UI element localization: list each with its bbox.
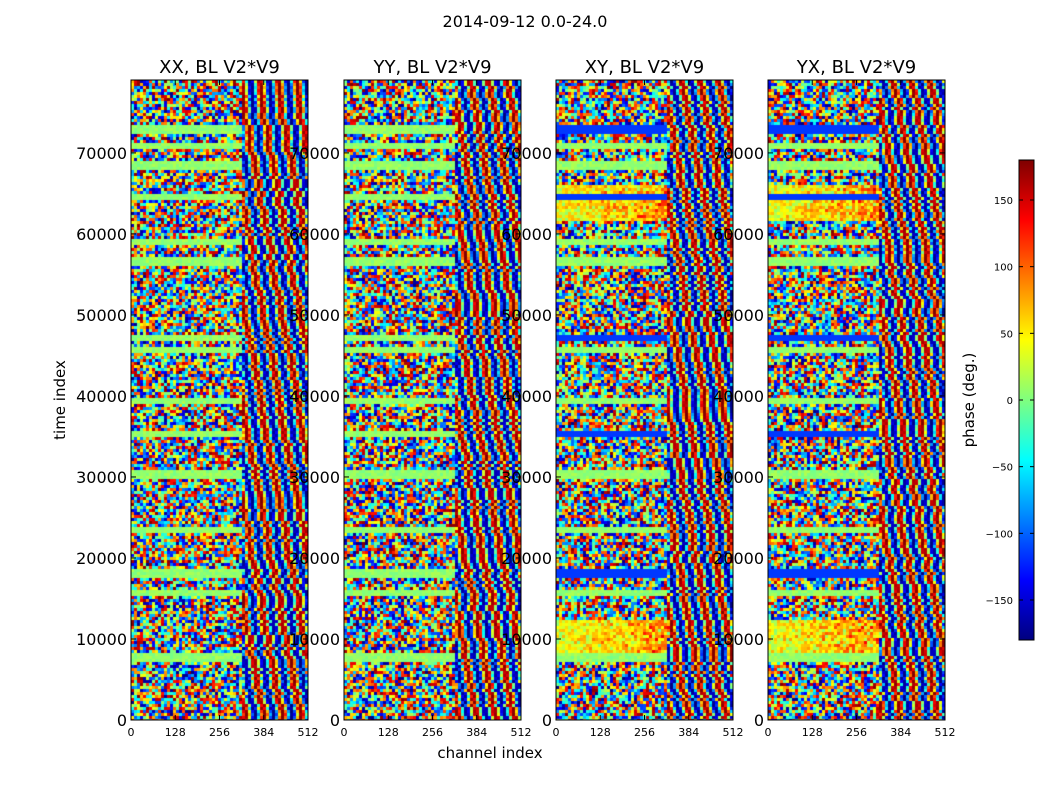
- y-tick-label: 0: [117, 711, 127, 730]
- x-tick-label: 256: [209, 726, 230, 739]
- y-tick-label: 10000: [501, 630, 552, 649]
- panel-title: YX, BL V2*V9: [796, 57, 916, 78]
- panel-yy: YY, BL V2*V9 0 128 256 384 512 0 10000 20000 3000…: [289, 57, 531, 739]
- x-tick-label: 384: [466, 726, 487, 739]
- y-tick-label: 50000: [501, 306, 552, 325]
- y-tick-label: 20000: [713, 549, 764, 568]
- x-tick-label: 512: [511, 726, 532, 739]
- y-tick-label: 70000: [713, 144, 764, 163]
- colorbar-tick-label: −100: [986, 529, 1013, 540]
- x-tick-label: 384: [890, 726, 911, 739]
- y-tick-label: 50000: [713, 306, 764, 325]
- panel-xx: XX, BL V2*V9 0 128 256 384 512 0 10000 20000 3000…: [76, 57, 318, 739]
- y-tick-label: 50000: [76, 306, 127, 325]
- colorbar-label: phase (deg.): [960, 353, 978, 448]
- y-tick-label: 60000: [289, 225, 340, 244]
- x-tick-label: 0: [341, 726, 348, 739]
- y-tick-label: 30000: [289, 468, 340, 487]
- y-tick-label: 0: [330, 711, 340, 730]
- heatmap-yy: [344, 80, 521, 720]
- y-tick-label: 0: [754, 711, 764, 730]
- colorbar: −150 −100 −50 0 50 100 150 phase (deg.): [960, 159, 1035, 641]
- x-tick-label: 384: [678, 726, 699, 739]
- y-tick-label: 20000: [76, 549, 127, 568]
- y-tick-label: 30000: [501, 468, 552, 487]
- y-tick-label: 70000: [76, 144, 127, 163]
- x-tick-label: 128: [590, 726, 611, 739]
- y-tick-label: 20000: [501, 549, 552, 568]
- y-tick-label: 40000: [501, 387, 552, 406]
- colorbar-tick-label: −150: [986, 596, 1013, 607]
- colorbar-tick-label: 150: [994, 196, 1013, 207]
- x-tick-label: 128: [165, 726, 186, 739]
- panel-title: XX, BL V2*V9: [159, 57, 280, 78]
- figure-title: 2014-09-12 0.0-24.0: [442, 12, 608, 31]
- x-tick-label: 256: [634, 726, 655, 739]
- x-tick-label: 0: [765, 726, 772, 739]
- x-tick-label: 128: [802, 726, 823, 739]
- y-tick-label: 60000: [76, 225, 127, 244]
- panel-title: XY, BL V2*V9: [585, 57, 704, 78]
- y-tick-label: 20000: [289, 549, 340, 568]
- colorbar-tick-label: 0: [1007, 396, 1013, 407]
- y-tick-label: 40000: [289, 387, 340, 406]
- x-tick-label: 256: [846, 726, 867, 739]
- y-tick-label: 70000: [289, 144, 340, 163]
- colorbar-tick-label: 50: [1000, 329, 1013, 340]
- colorbar-tick-label: 100: [994, 263, 1013, 274]
- x-tick-label: 384: [253, 726, 274, 739]
- colorbar-tick-label: −50: [992, 463, 1013, 474]
- y-tick-label: 40000: [76, 387, 127, 406]
- y-tick-label: 60000: [713, 225, 764, 244]
- heatmap-yx: [768, 80, 945, 720]
- y-tick-label: 10000: [713, 630, 764, 649]
- y-tick-label: 0: [542, 711, 552, 730]
- x-tick-label: 0: [128, 726, 135, 739]
- y-tick-label: 50000: [289, 306, 340, 325]
- x-tick-label: 512: [723, 726, 744, 739]
- y-tick-label: 30000: [713, 468, 764, 487]
- y-tick-label: 10000: [76, 630, 127, 649]
- panel-title: YY, BL V2*V9: [372, 57, 491, 78]
- x-tick-label: 128: [378, 726, 399, 739]
- panel-yx: YX, BL V2*V9 0 128 256 384 512 0 10000 20000 3000…: [713, 57, 955, 739]
- y-axis-label: time index: [51, 360, 69, 440]
- y-tick-label: 60000: [501, 225, 552, 244]
- x-axis-label: channel index: [437, 744, 542, 762]
- y-tick-label: 30000: [76, 468, 127, 487]
- x-tick-label: 512: [935, 726, 956, 739]
- heatmap-xy: [556, 80, 733, 720]
- x-tick-label: 512: [298, 726, 319, 739]
- y-tick-label: 40000: [713, 387, 764, 406]
- y-tick-label: 70000: [501, 144, 552, 163]
- panel-xy: XY, BL V2*V9 0 128 256 384 512 0 10000 20000 3000…: [501, 57, 743, 739]
- x-tick-label: 0: [553, 726, 560, 739]
- heatmap-xx: [131, 80, 308, 720]
- x-tick-label: 256: [422, 726, 443, 739]
- y-tick-label: 10000: [289, 630, 340, 649]
